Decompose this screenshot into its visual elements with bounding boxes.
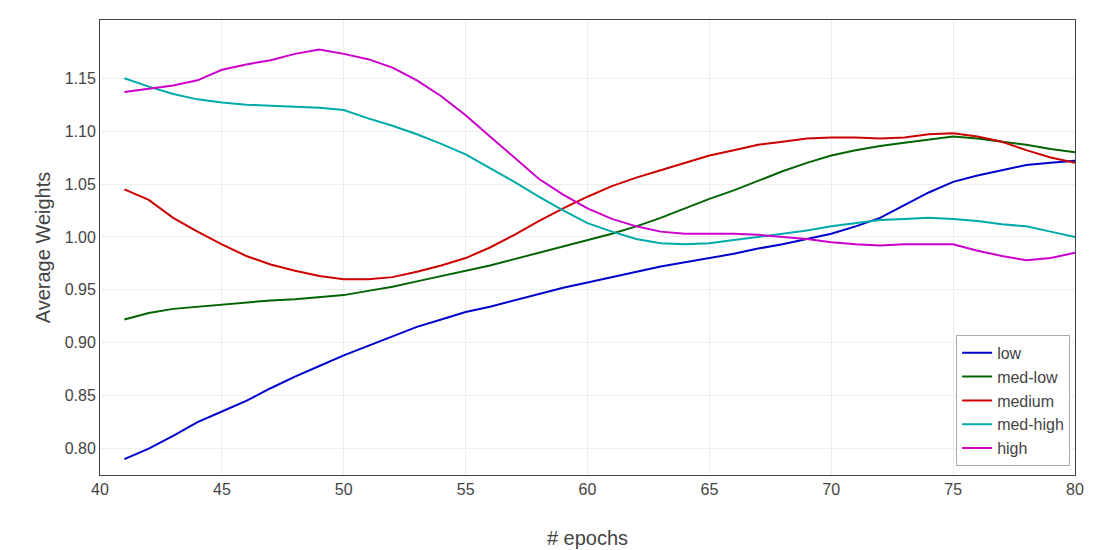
svg-text:45: 45 (213, 481, 231, 498)
svg-text:65: 65 (700, 481, 718, 498)
svg-text:med-high: med-high (997, 416, 1064, 433)
svg-text:low: low (997, 345, 1021, 362)
svg-text:80: 80 (1066, 481, 1084, 498)
svg-text:0.85: 0.85 (65, 387, 96, 404)
svg-text:med-low: med-low (997, 369, 1058, 386)
svg-text:high: high (997, 440, 1027, 457)
svg-text:0.80: 0.80 (65, 440, 96, 457)
svg-text:70: 70 (822, 481, 840, 498)
svg-text:1.00: 1.00 (65, 229, 96, 246)
svg-text:75: 75 (944, 481, 962, 498)
svg-text:50: 50 (335, 481, 353, 498)
svg-text:medium: medium (997, 393, 1054, 410)
svg-text:0.95: 0.95 (65, 281, 96, 298)
svg-text:1.05: 1.05 (65, 176, 96, 193)
svg-text:40: 40 (91, 481, 109, 498)
svg-text:1.10: 1.10 (65, 123, 96, 140)
svg-text:Average Weights: Average Weights (32, 172, 54, 324)
svg-text:# epochs: # epochs (547, 527, 628, 549)
svg-text:55: 55 (457, 481, 475, 498)
svg-text:0.90: 0.90 (65, 334, 96, 351)
svg-text:60: 60 (579, 481, 597, 498)
svg-text:1.15: 1.15 (65, 70, 96, 87)
